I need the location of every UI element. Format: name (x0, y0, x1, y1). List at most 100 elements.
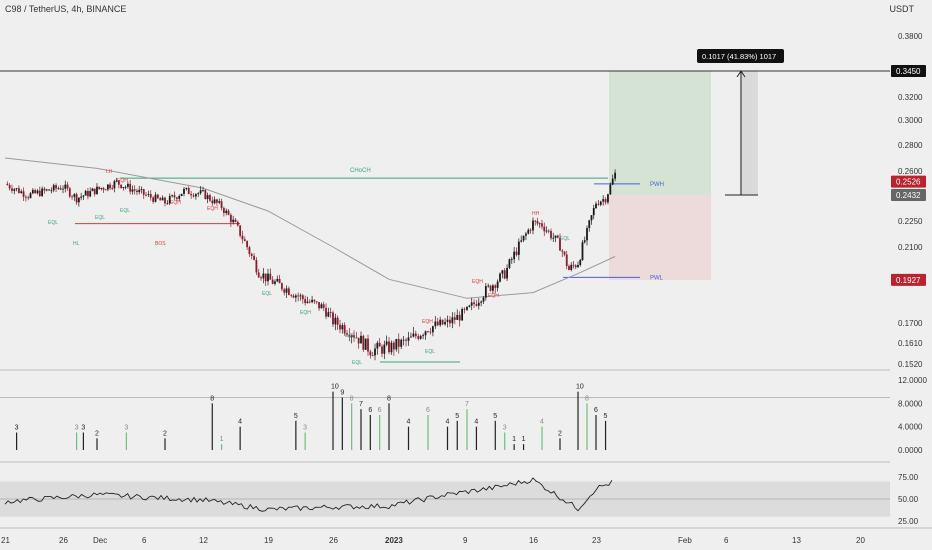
candle-body (38, 190, 41, 197)
time-tick: 6 (142, 536, 147, 545)
volume-bar-label: 8 (350, 395, 354, 402)
price-badge (891, 189, 926, 201)
price-tick: 0.3000 (898, 116, 923, 125)
candle-body (297, 295, 300, 297)
candle-body (429, 331, 432, 333)
volume-bar (586, 403, 588, 450)
time-tick: 9 (463, 536, 468, 545)
candle-body (362, 335, 365, 350)
candle-body (484, 286, 487, 298)
candle-body (590, 215, 593, 221)
candle-body (577, 264, 579, 268)
candle-body (197, 193, 200, 195)
volume-bar-label: 4 (238, 419, 242, 426)
candle-body (243, 239, 246, 242)
volume-bar (513, 444, 515, 450)
candle-body (281, 283, 283, 290)
candle-body (36, 190, 39, 194)
candle-body (133, 189, 136, 191)
structure-label: EQL (120, 208, 130, 214)
candle-body (353, 335, 355, 338)
volume-bar-label: 4 (474, 419, 478, 426)
volume-bar-label: 4 (446, 419, 450, 426)
candle-body (159, 198, 162, 201)
volume-bar-label: 2 (95, 430, 99, 437)
volume-bar (96, 438, 98, 450)
candle-body (274, 281, 276, 284)
candle-body (304, 299, 307, 303)
structure-label: EQL (48, 220, 58, 226)
price-badge-text: 0.2526 (896, 178, 921, 187)
candle-body (239, 225, 242, 236)
candle-body (27, 197, 30, 199)
volume-bar-label: 5 (493, 413, 497, 420)
candle-body (250, 253, 253, 256)
candle-body (586, 228, 588, 241)
volume-bar (164, 438, 166, 450)
candle-body (50, 190, 53, 192)
candle-body (407, 337, 410, 341)
candle-body (322, 304, 325, 308)
volume-tick: 12.0000 (898, 376, 927, 385)
moving-average-line (4, 157, 616, 299)
candle-body (136, 190, 138, 193)
candle-body (122, 187, 125, 188)
candle-body (466, 306, 468, 310)
volume-bar (332, 391, 334, 450)
structure-label: EQL (425, 349, 435, 355)
volume-bar (341, 397, 343, 450)
structure-label: HH (532, 211, 540, 217)
candle-body (138, 189, 141, 193)
candle-body (506, 267, 508, 279)
volume-bar-label: 6 (426, 407, 430, 414)
candle-body (390, 342, 393, 353)
candle-body (381, 346, 383, 354)
candle-body (556, 235, 559, 238)
candle-body (77, 197, 80, 203)
volume-bar (559, 438, 561, 450)
candle-body (173, 195, 176, 198)
candle-body (260, 277, 262, 279)
candle-body (410, 336, 412, 338)
price-tick: 0.2800 (898, 141, 923, 150)
candle-body (364, 338, 367, 350)
candle-body (434, 321, 437, 327)
candle-body (597, 203, 600, 205)
candle-body (262, 273, 265, 279)
volume-bar (220, 444, 223, 450)
candle-body (287, 288, 290, 295)
candle-body (24, 196, 27, 198)
price-badge-text: 0.1927 (896, 276, 921, 285)
candle-body (59, 188, 62, 190)
price-tick: 0.3800 (898, 32, 923, 41)
candle-body (371, 355, 374, 357)
price-tick: 0.2600 (898, 167, 923, 176)
volume-bar-label: 3 (75, 425, 79, 432)
volume-bar (577, 391, 579, 450)
candle-body (109, 184, 111, 189)
candle-body (424, 331, 427, 336)
candle-body (320, 304, 323, 309)
price-badge (891, 273, 926, 286)
candle-body (520, 240, 523, 242)
candle-body (241, 235, 244, 240)
structure-label: HL (73, 241, 80, 247)
volume-bar-label: 6 (594, 407, 598, 414)
volume-bar (522, 444, 525, 450)
time-tick: 6 (724, 536, 729, 545)
candle-body (611, 178, 614, 185)
structure-label: EQL (560, 236, 570, 242)
candle-body (550, 230, 552, 239)
measure-box (740, 71, 758, 195)
stop-loss-zone (609, 195, 711, 280)
candle-body (503, 270, 506, 279)
candle-body (124, 186, 127, 188)
volume-bar (295, 420, 297, 450)
candle-body (378, 342, 381, 347)
candle-body (360, 335, 362, 344)
candle-body (392, 342, 395, 350)
candle-body (18, 188, 20, 193)
candle-body (306, 301, 309, 303)
candle-body (140, 189, 143, 190)
